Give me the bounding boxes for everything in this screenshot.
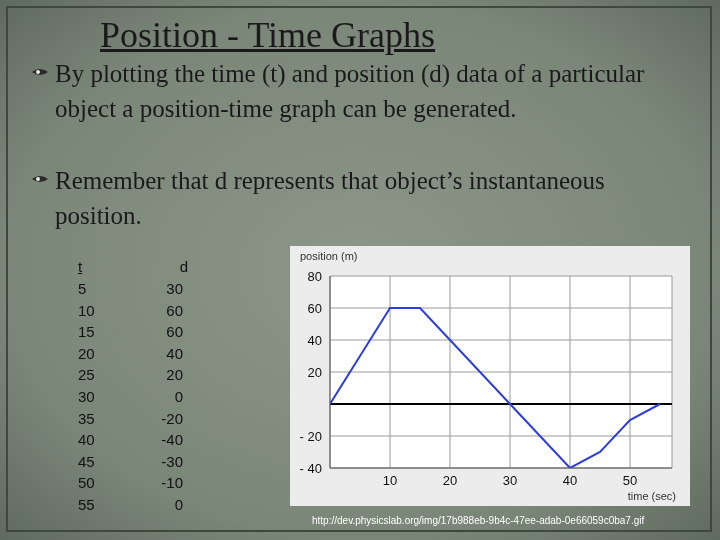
- html-text:5: 5: [78, 280, 87, 297]
- html-text:55: 55: [78, 495, 95, 513]
- html-text:Position - Time Graphs: Position - Time Graphs: [100, 15, 436, 55]
- html-text:35: 35: [78, 409, 95, 427]
- html-text:20: 20: [166, 366, 183, 384]
- html-text:-20: -20: [161, 409, 183, 427]
- html-text:10: 10: [78, 301, 95, 319]
- html-text:http://dev.physicslab.org/img/: http://dev.physicslab.org/img/17b988eb-9…: [312, 515, 645, 526]
- html-text:-30: -30: [161, 452, 183, 470]
- html-text:-40: -40: [161, 431, 183, 449]
- svg-text:10: 10: [383, 473, 397, 488]
- html-text:40: 40: [78, 431, 95, 449]
- html-text:By plotting the time (t) and p: By plotting the time (t) and position (d…: [55, 60, 645, 122]
- svg-text:30: 30: [503, 473, 517, 488]
- svg-text:- 20: - 20: [300, 429, 322, 444]
- html-text:40: 40: [166, 344, 183, 362]
- html-text:20: 20: [78, 344, 95, 362]
- html-text:Remember that d represents tha: Remember that d represents that object’s…: [55, 167, 605, 229]
- svg-text:20: 20: [443, 473, 457, 488]
- svg-text:20: 20: [308, 365, 322, 380]
- html-text:-10: -10: [161, 474, 183, 492]
- html-text:25: 25: [78, 366, 95, 384]
- html-text:30: 30: [166, 280, 183, 297]
- svg-text:40: 40: [308, 333, 322, 348]
- html-text:60: 60: [166, 323, 183, 341]
- html-text:30: 30: [78, 388, 95, 405]
- svg-text:40: 40: [563, 473, 577, 488]
- html-text:0: 0: [174, 495, 183, 513]
- html-text:50: 50: [78, 474, 95, 492]
- html-text:position (m): position (m): [300, 250, 358, 262]
- html-text:15: 15: [78, 323, 95, 341]
- svg-text:60: 60: [308, 301, 322, 316]
- html-text:60: 60: [166, 301, 183, 319]
- html-text:time (sec): time (sec): [627, 490, 676, 502]
- html-text:d: d: [179, 258, 188, 275]
- svg-text:- 40: - 40: [300, 461, 322, 476]
- svg-text:50: 50: [623, 473, 637, 488]
- svg-text:80: 80: [308, 269, 322, 284]
- html-text:0: 0: [174, 388, 183, 405]
- html-text:t: t: [78, 258, 83, 275]
- html-text:45: 45: [78, 452, 95, 470]
